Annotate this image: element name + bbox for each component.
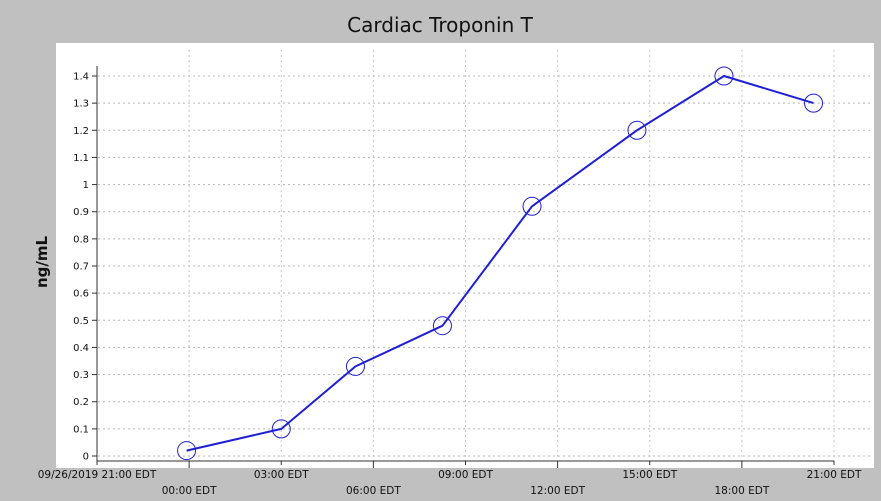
y-tick-label: 0.2 (73, 397, 89, 408)
y-tick-label: 0.4 (73, 343, 89, 354)
data-point[interactable] (522, 196, 542, 216)
y-tick-label: 0.7 (73, 262, 89, 273)
x-tick-label: 09:00 EDT (438, 469, 493, 481)
y-axis-ticks: 0 0.1 0.2 0.3 0.4 0.5 0.6 0.7 0.8 0.9 1 1.1 1.2 1.3 1.… (73, 72, 97, 463)
grid-lines (98, 50, 872, 461)
y-tick-label: 0.6 (73, 289, 89, 300)
y-tick-label: 0.9 (73, 207, 89, 218)
data-point[interactable] (804, 93, 824, 113)
data-point[interactable] (432, 316, 452, 336)
y-tick-label: 1.2 (73, 126, 89, 137)
y-tick-label: 1.4 (73, 72, 89, 83)
data-point[interactable] (714, 66, 734, 86)
y-axis-label: ng/mL (33, 236, 51, 289)
data-point[interactable] (271, 419, 291, 439)
y-tick-label: 0 (83, 452, 89, 463)
data-point[interactable] (177, 441, 197, 461)
y-tick-label: 1.3 (73, 99, 89, 110)
y-tick-label: 0.5 (73, 316, 89, 327)
x-tick-label: 15:00 EDT (622, 469, 677, 481)
x-tick-label: 21:00 EDT (807, 469, 862, 481)
data-point[interactable] (345, 356, 365, 376)
x-axis-ticks: 09/26/2019 21:00 EDT 00:00 EDT 03:00 EDT 06… (38, 461, 862, 497)
x-tick-label: 09/26/2019 21:00 EDT (38, 469, 157, 481)
x-tick-label: 06:00 EDT (346, 485, 401, 497)
y-tick-label: 0.3 (73, 370, 89, 381)
chart-title: Cardiac Troponin T (347, 13, 533, 37)
series-line (186, 75, 814, 452)
y-tick-label: 0.8 (73, 234, 89, 245)
x-tick-label: 00:00 EDT (162, 485, 217, 497)
series-troponin (177, 66, 824, 461)
x-tick-label: 12:00 EDT (530, 485, 585, 497)
data-point[interactable] (627, 120, 647, 140)
y-tick-label: 1.1 (73, 153, 89, 164)
x-tick-label: 18:00 EDT (715, 485, 770, 497)
y-tick-label: 0.1 (73, 424, 89, 435)
x-tick-label: 03:00 EDT (254, 469, 309, 481)
y-tick-label: 1 (83, 180, 89, 191)
